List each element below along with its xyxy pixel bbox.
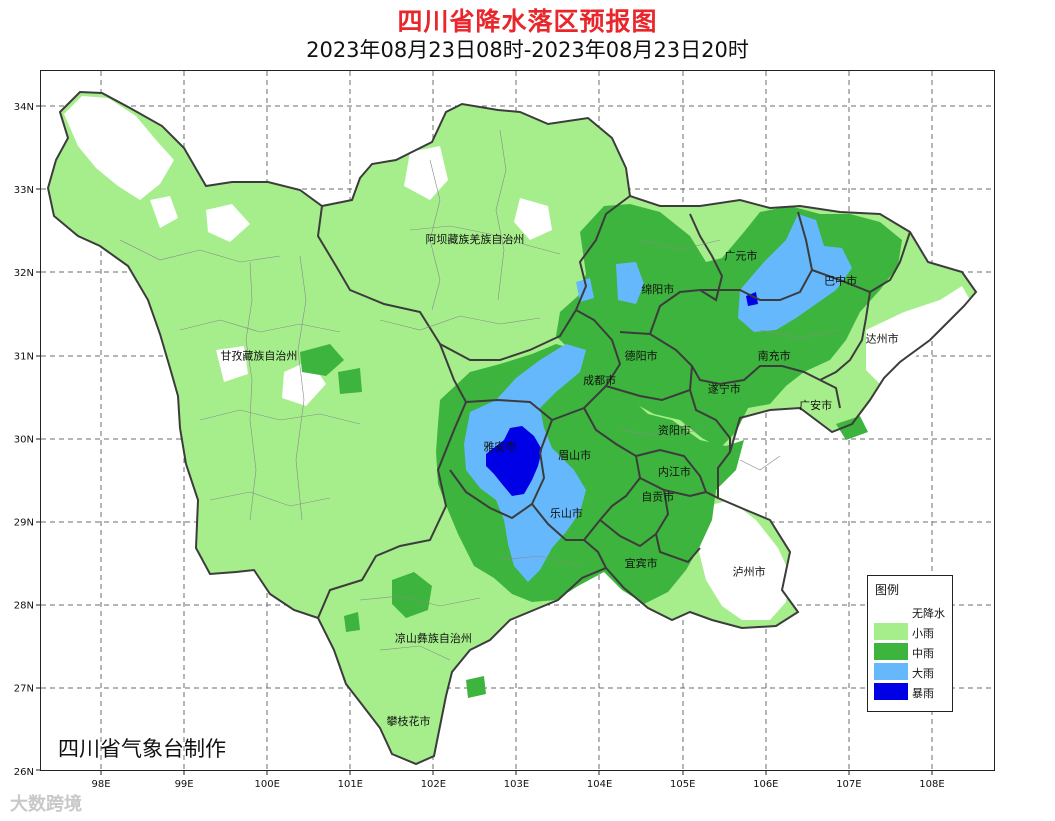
watermark: 大数跨境 — [10, 794, 82, 815]
place-label: 绵阳市 — [641, 282, 674, 296]
lon-tick-label: 102E — [421, 779, 446, 790]
place-label: 广元市 — [724, 249, 757, 263]
lon-tick-label: 99E — [175, 779, 194, 790]
lon-tick-label: 103E — [504, 779, 529, 790]
legend-item-no-rain: 无降水 — [874, 603, 950, 622]
lat-tick-label: 30N — [14, 434, 34, 445]
place-label: 自贡市 — [641, 490, 674, 504]
legend-label: 暴雨 — [912, 687, 934, 700]
lat-tick-label: 28N — [14, 601, 34, 612]
legend-item-moderate-rain: 中雨 — [874, 643, 950, 662]
lat-tick-label: 32N — [14, 268, 34, 279]
legend-swatch — [874, 683, 908, 700]
lon-tick-label: 105E — [670, 779, 695, 790]
no-rain-areas — [64, 96, 970, 620]
legend-swatch — [874, 663, 908, 680]
lon-tick-label: 98E — [91, 779, 110, 790]
place-label: 巴中市 — [824, 274, 857, 288]
lon-tick-label: 100E — [254, 779, 279, 790]
latitude-labels: 34N 33N 32N 31N 30N 29N 28N 27N 26N — [14, 102, 34, 778]
place-label: 广安市 — [799, 398, 832, 412]
county-boundaries — [119, 129, 841, 661]
lon-tick-label: 104E — [587, 779, 612, 790]
legend: 图例 无降水 小雨 中雨 大雨 暴雨 — [867, 575, 953, 712]
lon-tick-label: 101E — [338, 779, 363, 790]
legend-item-light-rain: 小雨 — [874, 623, 950, 642]
lat-tick-label: 29N — [14, 518, 34, 529]
legend-item-heavy-rain: 大雨 — [874, 663, 950, 682]
place-label: 南充市 — [758, 348, 791, 362]
place-label: 雅安市 — [483, 440, 516, 454]
lon-tick-label: 106E — [753, 779, 778, 790]
legend-item-rainstorm: 暴雨 — [874, 683, 950, 702]
place-label: 攀枝花市 — [386, 714, 430, 728]
lat-tick-label: 33N — [14, 185, 34, 196]
legend-title: 图例 — [875, 583, 900, 597]
place-label: 乐山市 — [550, 506, 583, 520]
lat-tick-label: 34N — [14, 102, 34, 113]
longitude-labels: 98E 99E 100E 101E 102E 103E 104E 105E 106E 107E 10… — [91, 779, 944, 790]
admin-boundaries — [46, 90, 978, 766]
map-subtitle: 2023年08月23日08时-2023年08月23日20时 — [306, 38, 749, 62]
place-label: 阿坝藏族羌族自治州 — [425, 232, 524, 246]
map-title: 四川省降水落区预报图 — [397, 7, 658, 36]
place-label: 泸州市 — [733, 564, 766, 578]
lat-tick-label: 31N — [14, 351, 34, 362]
lon-tick-label: 108E — [919, 779, 944, 790]
place-label: 遂宁市 — [708, 382, 741, 396]
place-label: 宜宾市 — [625, 556, 658, 570]
legend-label: 中雨 — [912, 647, 934, 660]
place-label: 资阳市 — [658, 423, 691, 437]
legend-swatch — [874, 623, 908, 640]
lat-tick-label: 27N — [14, 684, 34, 695]
place-label: 凉山彝族自治州 — [395, 631, 472, 645]
credit-text: 四川省气象台制作 — [58, 737, 226, 761]
place-label: 达州市 — [866, 332, 899, 346]
place-label: 眉山市 — [558, 448, 591, 462]
legend-swatch — [874, 643, 908, 660]
legend-swatch — [874, 603, 908, 620]
legend-label: 无降水 — [912, 607, 945, 620]
lon-tick-label: 107E — [836, 779, 861, 790]
place-label: 成都市 — [583, 373, 616, 387]
map-frame — [40, 70, 995, 771]
axis-ticks — [36, 105, 933, 775]
legend-label: 大雨 — [912, 667, 934, 680]
place-label: 德阳市 — [625, 348, 658, 362]
place-label: 甘孜藏族自治州 — [220, 348, 297, 362]
legend-label: 小雨 — [912, 627, 934, 640]
lat-tick-label: 26N — [14, 767, 34, 778]
place-label: 内江市 — [658, 465, 691, 479]
